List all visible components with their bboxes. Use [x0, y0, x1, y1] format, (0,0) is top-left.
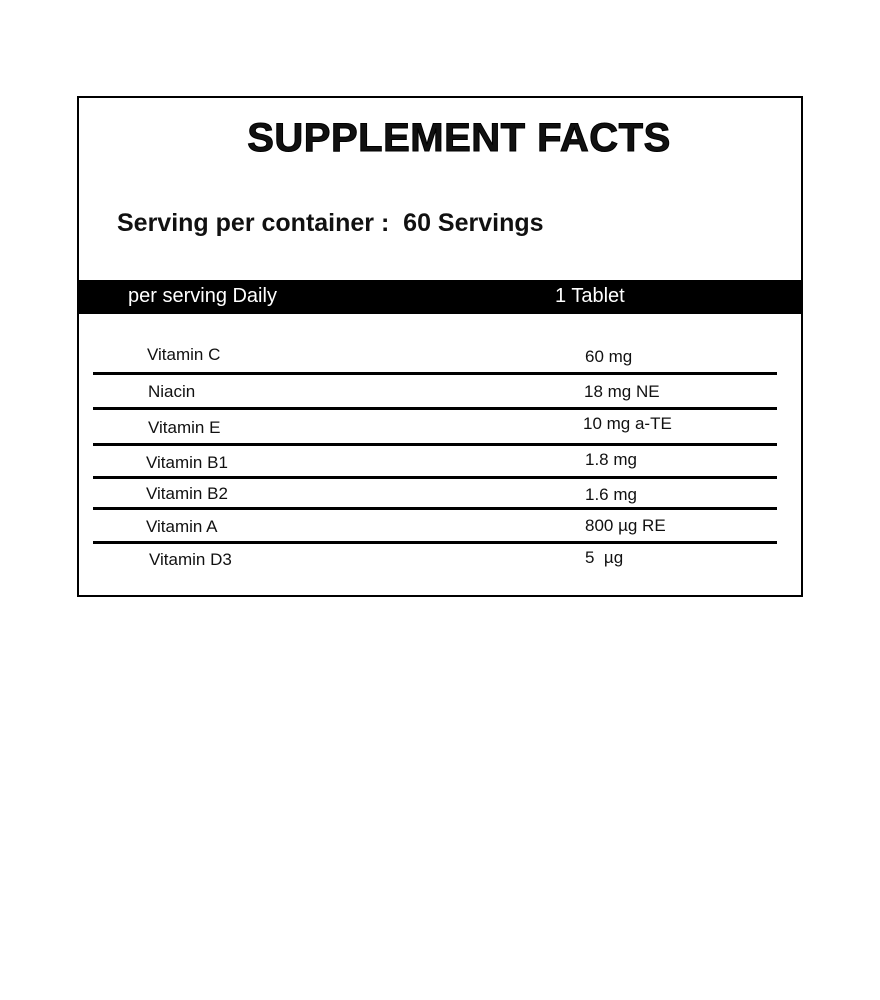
nutrient-name: Vitamin A	[146, 517, 218, 536]
nutrient-name: Vitamin E	[148, 418, 221, 437]
nutrient-amount: 1.6 mg	[585, 485, 637, 504]
nutrient-amount: 1.8 mg	[585, 450, 637, 469]
nutrient-amount: 18 mg NE	[584, 382, 660, 401]
panel-title: SUPPLEMENT FACTS	[247, 116, 671, 161]
nutrient-name: Vitamin B1	[146, 453, 228, 472]
nutrient-name: Vitamin C	[147, 345, 221, 364]
row-divider	[93, 443, 777, 446]
nutrient-name: Vitamin B2	[146, 484, 228, 503]
nutrient-name: Niacin	[148, 382, 196, 401]
table-header: per serving Daily 1 Tablet	[79, 280, 801, 314]
servings-per-container: Serving per container : 60 Servings	[117, 209, 544, 237]
row-divider	[93, 507, 777, 510]
row-divider	[93, 372, 777, 375]
header-per-serving: per serving Daily	[128, 285, 277, 307]
nutrient-amount: 10 mg a-TE	[583, 414, 672, 433]
nutrient-amount: 800 µg RE	[585, 516, 666, 535]
row-divider	[93, 407, 777, 410]
row-divider	[93, 476, 777, 479]
header-tablet: 1 Tablet	[555, 285, 625, 307]
nutrient-name: Vitamin D3	[149, 550, 232, 569]
row-divider	[93, 541, 777, 544]
supplement-facts-panel	[77, 96, 803, 597]
nutrient-amount: 60 mg	[585, 347, 633, 366]
nutrient-amount: 5 µg	[585, 548, 624, 567]
